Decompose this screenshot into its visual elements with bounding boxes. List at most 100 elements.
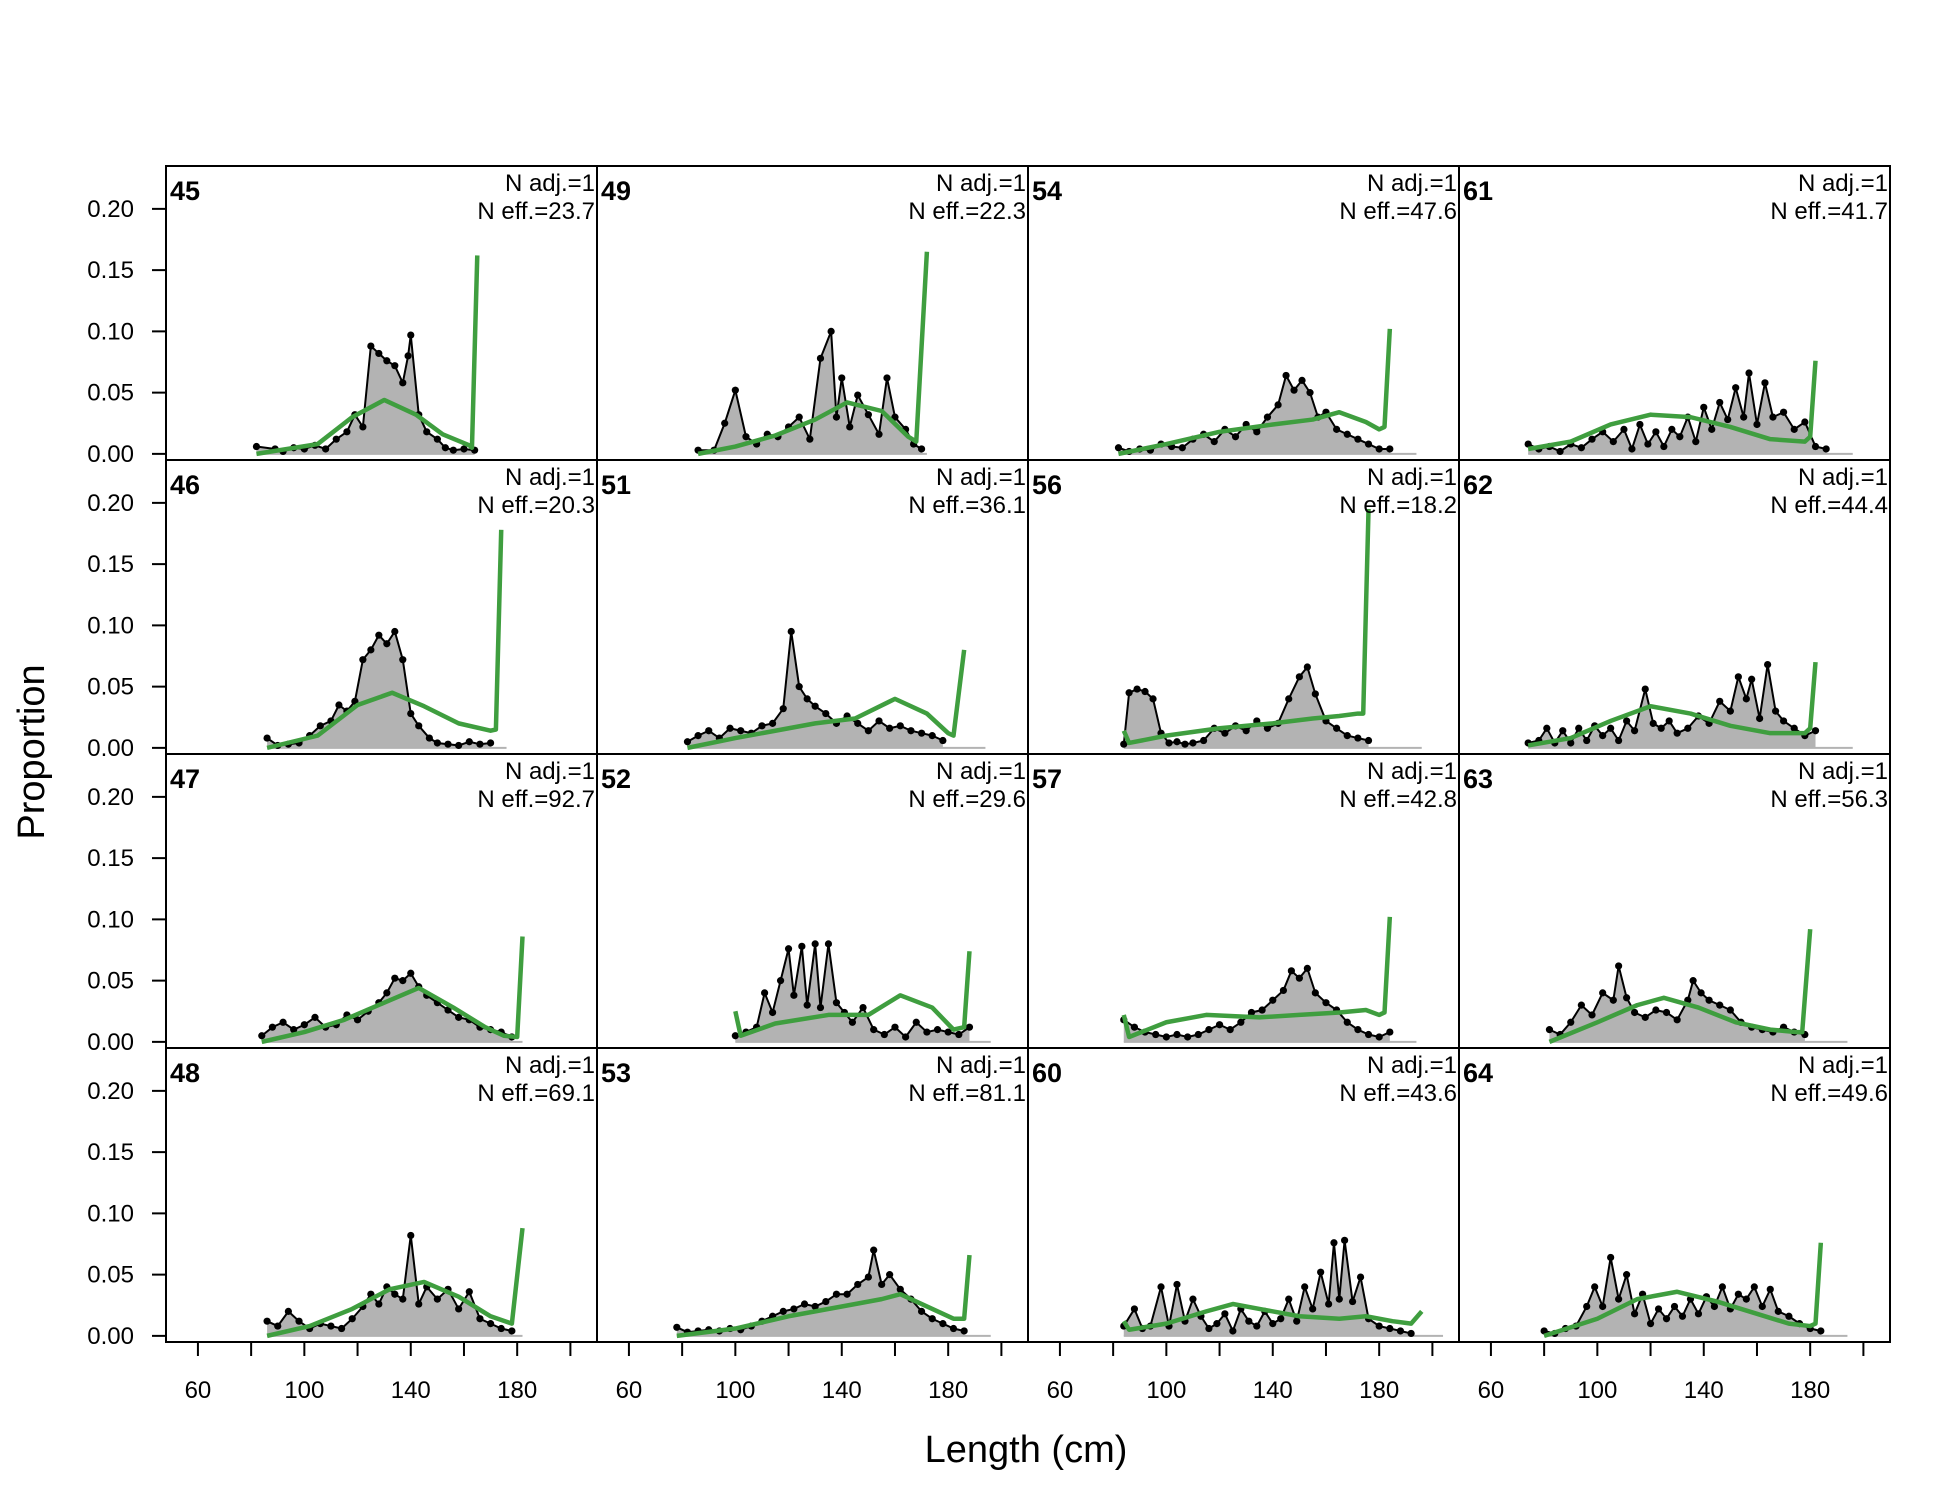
panel-label: 62 bbox=[1463, 470, 1493, 500]
observed-point bbox=[870, 1026, 878, 1034]
panel-62: 62 N adj.=1N eff.=44.4 bbox=[1458, 459, 1891, 755]
observed-point bbox=[864, 411, 872, 419]
observed-point bbox=[1575, 724, 1583, 732]
x-tick-label: 60 bbox=[616, 1377, 643, 1404]
observed-point bbox=[1779, 717, 1788, 725]
observed-point bbox=[1615, 736, 1623, 745]
y-tick-label: 0.05 bbox=[87, 1262, 134, 1289]
observed-point bbox=[1692, 438, 1700, 446]
panel-63: 63 N adj.=1N eff.=56.3 bbox=[1458, 753, 1891, 1049]
observed-point bbox=[1708, 425, 1716, 433]
observed-point bbox=[694, 732, 702, 740]
observed-point bbox=[1623, 994, 1631, 1002]
observed-point bbox=[332, 435, 340, 443]
observed-point bbox=[1282, 371, 1290, 380]
observed-point bbox=[965, 1023, 974, 1031]
observed-point bbox=[1646, 1320, 1655, 1328]
observed-point bbox=[1620, 425, 1628, 433]
observed-point bbox=[1779, 408, 1788, 416]
observed-point bbox=[311, 1013, 319, 1021]
observed-point bbox=[1716, 398, 1724, 407]
observed-point bbox=[1607, 724, 1615, 732]
observed-point bbox=[1556, 447, 1564, 456]
observed-point bbox=[1543, 724, 1551, 732]
observed-point bbox=[375, 1300, 383, 1308]
observed-point bbox=[367, 646, 375, 654]
observed-point bbox=[1678, 1312, 1687, 1320]
observed-point bbox=[902, 1033, 910, 1041]
observed-point bbox=[1758, 1302, 1766, 1311]
observed-point bbox=[1293, 1317, 1301, 1325]
y-tick-label: 0.10 bbox=[87, 612, 134, 639]
observed-point bbox=[1630, 727, 1639, 735]
observed-area bbox=[698, 331, 922, 454]
observed-point bbox=[859, 1003, 867, 1012]
observed-point bbox=[284, 1307, 292, 1315]
observed-point bbox=[1343, 1018, 1351, 1026]
expected-line bbox=[261, 936, 525, 1045]
observed-point bbox=[1609, 438, 1617, 446]
observed-point bbox=[768, 719, 777, 727]
observed-point bbox=[1748, 675, 1756, 683]
observed-point bbox=[497, 1324, 505, 1333]
n-eff-label: N eff.=20.3 bbox=[477, 492, 595, 519]
observed-point bbox=[367, 342, 375, 350]
observed-point bbox=[768, 1008, 777, 1017]
observed-point bbox=[399, 656, 407, 664]
panel-48: 48 N adj.=1N eff.=69.1 bbox=[165, 1047, 598, 1343]
observed-point bbox=[343, 428, 351, 436]
observed-point bbox=[1309, 1305, 1317, 1313]
observed-point bbox=[335, 701, 343, 709]
panel-label: 52 bbox=[601, 764, 631, 794]
observed-point bbox=[1263, 724, 1272, 732]
x-tick-label: 180 bbox=[928, 1377, 968, 1404]
observed-point bbox=[322, 445, 330, 453]
axes: 0.00 0.05 0.10 0.15 0.20 0.00 0.05 0.10 0.15 0.20… bbox=[87, 196, 1865, 1404]
observed-area bbox=[267, 631, 491, 748]
observed-point bbox=[1662, 1315, 1671, 1323]
observed-point bbox=[1577, 444, 1585, 452]
observed-point bbox=[1697, 989, 1705, 997]
panel-label: 48 bbox=[170, 1058, 200, 1088]
observed-point bbox=[1247, 1008, 1256, 1017]
observed-point bbox=[1591, 1283, 1599, 1291]
observed-point bbox=[415, 1300, 423, 1308]
observed-point bbox=[1623, 1271, 1631, 1279]
observed-point bbox=[886, 1271, 894, 1279]
observed-point bbox=[784, 945, 793, 953]
observed-point bbox=[316, 722, 324, 730]
observed-point bbox=[816, 354, 825, 362]
observed-point bbox=[1189, 1295, 1197, 1303]
x-tick-label: 100 bbox=[284, 1377, 324, 1404]
observed-point bbox=[1354, 1026, 1362, 1034]
observed-point bbox=[1184, 1033, 1192, 1041]
observed-point bbox=[1769, 413, 1777, 421]
observed-point bbox=[939, 736, 947, 745]
observed-point bbox=[891, 413, 899, 421]
n-eff-label: N eff.=47.6 bbox=[1339, 198, 1457, 225]
observed-point bbox=[811, 1302, 819, 1311]
panel-56: 56 N adj.=1N eff.=18.2 bbox=[1027, 459, 1460, 755]
observed-point bbox=[779, 705, 787, 713]
n-adj-label: N adj.=1 bbox=[1367, 170, 1457, 197]
observed-point bbox=[433, 739, 441, 747]
observed-point bbox=[1673, 729, 1681, 737]
observed-point bbox=[1253, 1322, 1261, 1330]
y-axis-title: Proportion bbox=[11, 664, 53, 839]
observed-point bbox=[891, 1023, 899, 1031]
panel-54: 54 N adj.=1N eff.=47.6 bbox=[1027, 165, 1460, 461]
observed-point bbox=[1630, 1310, 1639, 1318]
n-adj-label: N adj.=1 bbox=[1798, 758, 1888, 785]
observed-point bbox=[1290, 386, 1298, 394]
panel-60: 60 N adj.=1N eff.=43.6 bbox=[1027, 1047, 1460, 1343]
observed-point bbox=[1237, 1018, 1245, 1026]
observed-point bbox=[399, 1295, 407, 1303]
observed-point bbox=[1641, 685, 1649, 693]
n-adj-label: N adj.=1 bbox=[1798, 464, 1888, 491]
observed-area bbox=[1123, 1240, 1412, 1336]
observed-point bbox=[1194, 1030, 1202, 1039]
observed-point bbox=[1654, 1305, 1663, 1313]
observed-point bbox=[391, 974, 399, 982]
observed-point bbox=[258, 1032, 266, 1040]
